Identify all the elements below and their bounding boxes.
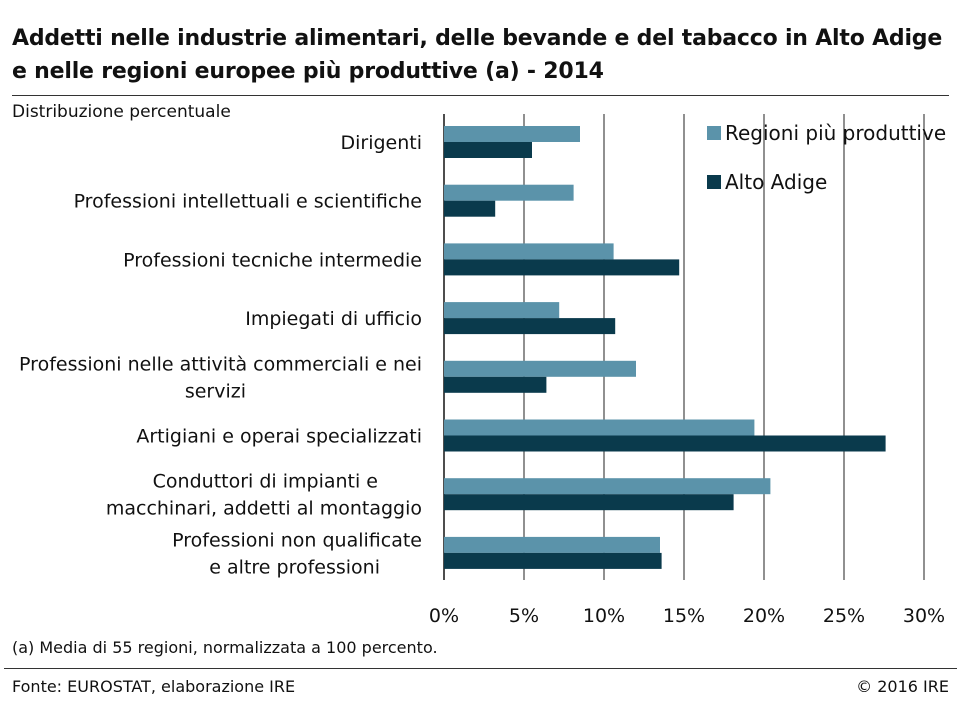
x-tick-label: 0% xyxy=(429,605,459,627)
bar-regioni xyxy=(444,536,660,553)
x-tick-label: 25% xyxy=(823,605,865,627)
legend-label: Regioni più produttive xyxy=(725,121,946,145)
legend-swatch-alto-adige xyxy=(707,175,721,189)
title-divider xyxy=(12,95,949,96)
bar-alto-adige xyxy=(444,552,662,569)
chart-title: Addetti nelle industrie alimentari, dell… xyxy=(12,26,943,84)
bar-alto-adige xyxy=(444,259,680,276)
footnote: (a) Media di 55 regioni, normalizzata a … xyxy=(12,638,438,657)
bar-regioni xyxy=(444,184,574,201)
bar-alto-adige xyxy=(444,318,616,335)
legend-swatch-regioni xyxy=(707,126,721,140)
bar-alto-adige xyxy=(444,200,496,217)
x-tick-label: 15% xyxy=(663,605,705,627)
bar-regioni xyxy=(444,126,580,142)
category-label: Dirigenti xyxy=(340,132,422,154)
bar-regioni xyxy=(444,419,755,436)
bar-regioni xyxy=(444,243,614,260)
category-label: Artigiani e operai specializzati xyxy=(136,426,422,448)
chart-subtitle: Distribuzione percentuale xyxy=(12,102,231,122)
x-tick-label: 5% xyxy=(509,605,539,627)
footer-divider xyxy=(4,668,957,669)
category-label: Conduttori di impianti e macchinari, adde… xyxy=(106,471,422,520)
category-label: Professioni non qualificate e altre profe… xyxy=(172,529,422,578)
x-tick-label: 30% xyxy=(903,605,945,627)
bar-alto-adige xyxy=(444,376,547,393)
bar-alto-adige xyxy=(444,435,886,452)
bar-alto-adige xyxy=(444,494,734,511)
category-label: Professioni intellettuali e scientifiche xyxy=(74,191,422,213)
x-tick-label: 10% xyxy=(583,605,625,627)
bar-regioni xyxy=(444,360,636,377)
category-label: Impiegati di ufficio xyxy=(245,308,422,330)
legend-label: Alto Adige xyxy=(725,170,827,194)
bar-regioni xyxy=(444,302,560,319)
category-label: Professioni tecniche intermedie xyxy=(123,249,422,271)
source-note: Fonte: EUROSTAT, elaborazione IRE xyxy=(12,677,296,696)
copyright: © 2016 IRE xyxy=(856,677,949,696)
bar-alto-adige xyxy=(444,142,532,158)
bar-regioni xyxy=(444,478,771,495)
x-tick-label: 20% xyxy=(743,605,785,627)
category-label: Professioni nelle attività commerciali e… xyxy=(19,353,422,402)
